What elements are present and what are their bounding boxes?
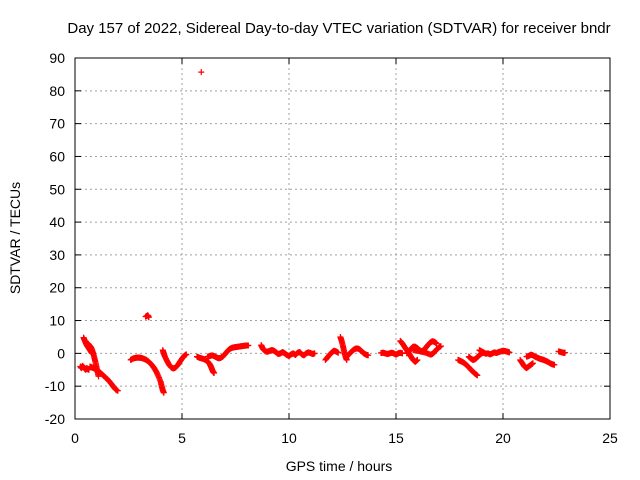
y-tick-label: 60 <box>49 148 65 164</box>
y-tick-label: 0 <box>57 345 65 361</box>
series-seg-v <box>517 356 536 372</box>
data-point <box>335 349 342 356</box>
series-seg-u <box>476 347 513 358</box>
axes: -20 -10 0 10 20 30 40 50 60 70 80 90 0 5 10 15 20 25 <box>45 50 618 446</box>
series-seg-o <box>378 349 406 358</box>
series-seg-n <box>343 345 372 360</box>
data-point <box>433 340 440 347</box>
series-seg-g <box>159 347 190 372</box>
data-point <box>145 314 152 321</box>
series-seg-j <box>204 342 252 362</box>
data-point <box>506 349 513 356</box>
x-tick-label: 0 <box>71 430 79 446</box>
y-axis-label: SDTVAR / TECUs <box>7 182 23 294</box>
data-point <box>183 351 190 358</box>
x-axis-label: GPS time / hours <box>286 458 393 474</box>
data-point <box>474 372 481 379</box>
data-points <box>77 69 569 396</box>
data-point <box>311 350 318 357</box>
series-seg-r <box>410 343 444 358</box>
y-tick-label: 20 <box>49 280 65 296</box>
x-tick-label: 10 <box>281 430 297 446</box>
y-tick-label: 80 <box>49 83 65 99</box>
x-tick-label: 25 <box>602 430 618 446</box>
data-point <box>365 352 372 359</box>
series-seg-l <box>322 347 342 363</box>
data-point <box>211 370 218 377</box>
data-point <box>562 349 569 356</box>
series-seg-s <box>455 356 481 379</box>
y-tick-label: 50 <box>49 181 65 197</box>
data-point <box>160 389 167 396</box>
chart-title: Day 157 of 2022, Sidereal Day-to-day VTE… <box>67 20 610 37</box>
series-seg-d <box>86 363 121 394</box>
y-tick-label: 40 <box>49 214 65 230</box>
y-tick-label: -20 <box>45 411 65 427</box>
data-point <box>414 356 421 363</box>
series-seg-i <box>193 353 218 377</box>
series-seg-m <box>337 333 350 363</box>
y-tick-label: 30 <box>49 247 65 263</box>
y-tick-label: -10 <box>45 378 65 394</box>
data-point <box>551 361 558 368</box>
series-seg-e <box>127 354 167 396</box>
series-seg-k <box>258 342 318 359</box>
data-point <box>198 69 205 76</box>
data-point <box>114 387 121 394</box>
data-point <box>245 342 252 349</box>
series-seg-f <box>142 312 152 321</box>
x-tick-label: 5 <box>178 430 186 446</box>
x-tick-label: 15 <box>388 430 404 446</box>
plot-frame <box>74 57 611 420</box>
y-tick-label: 10 <box>49 313 65 329</box>
data-point <box>529 360 536 367</box>
data-point <box>437 343 444 350</box>
y-tick-label: 70 <box>49 116 65 132</box>
series-seg-x <box>555 348 569 356</box>
y-tick-label: 90 <box>49 50 65 66</box>
series-seg-w <box>523 351 558 368</box>
series-seg-h <box>198 69 205 76</box>
series-seg-a <box>77 362 92 373</box>
x-tick-label: 20 <box>495 430 511 446</box>
